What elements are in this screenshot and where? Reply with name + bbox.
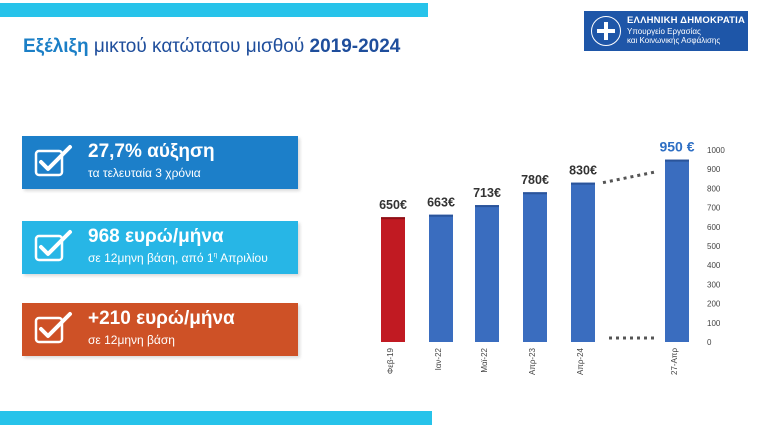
y-tick-label: 900 xyxy=(707,165,721,174)
bar xyxy=(571,182,595,342)
category-label: Απρ-23 xyxy=(528,347,537,375)
card-headline: +210 ευρώ/μήνα xyxy=(88,308,235,329)
checkbox-check-icon xyxy=(34,312,72,344)
checkbox-check-icon xyxy=(34,230,72,262)
logo-line-1: ΕΛΛΗΝΙΚΗ ΔΗΜΟΚΡΑΤΙΑ xyxy=(627,15,746,27)
bar-top-edge xyxy=(665,159,689,162)
gap-connector-top xyxy=(602,170,658,185)
card-subtext: σε 12μηνη βάση xyxy=(88,333,175,347)
logo-line-3: και Κοινωνικής Ασφάλισης xyxy=(627,36,721,46)
stat-card-increase: 27,7% αύξηση τα τελευταία 3 χρόνια xyxy=(22,136,298,189)
title-highlight: Εξέλιξη xyxy=(23,36,89,57)
category-label: Απρ-24 xyxy=(576,347,585,375)
bar xyxy=(475,205,499,342)
category-label: 27-Απρ xyxy=(670,348,679,375)
logo-line-2: Υπουργείο Εργασίας xyxy=(627,27,701,37)
bar xyxy=(665,159,689,342)
data-label: 713€ xyxy=(473,186,501,200)
y-tick-label: 800 xyxy=(707,184,721,193)
y-tick-label: 300 xyxy=(707,280,721,289)
card-subtext-sup: η xyxy=(213,252,218,259)
stat-card-difference: +210 ευρώ/μήνα σε 12μηνη βάση xyxy=(22,303,298,356)
wage-bar-chart: 0 100 200 300 400 500 600 700 800 900 1000 650€ Φεβ-… xyxy=(379,139,725,375)
stat-card-monthly: 968 ευρώ/μήνα σε 12μηνη βάση, από 1η Απρ… xyxy=(22,221,298,274)
data-label: 830€ xyxy=(569,164,597,178)
title-years: 2019-2024 xyxy=(309,36,401,57)
data-label: 780€ xyxy=(521,173,549,187)
card-headline: 27,7% αύξηση xyxy=(88,141,215,162)
data-label: 650€ xyxy=(379,198,407,212)
bar-top-edge xyxy=(523,192,547,195)
y-tick-label: 400 xyxy=(707,261,721,270)
card-headline: 968 ευρώ/μήνα xyxy=(88,226,224,247)
category-label: Μαϊ-22 xyxy=(480,347,489,372)
data-label: 663€ xyxy=(427,196,455,210)
bar xyxy=(429,214,453,342)
title-middle: μικτού κατώτατου μισθού xyxy=(88,36,310,57)
y-tick-label: 200 xyxy=(707,300,721,309)
ministry-logo: ΕΛΛΗΝΙΚΗ ΔΗΜΟΚΡΑΤΙΑ Υπουργείο Εργασίας κ… xyxy=(584,11,748,51)
top-accent-bar xyxy=(0,3,428,17)
bar-top-edge xyxy=(571,182,595,185)
page-title: Εξέλιξη μικτού κατώτατου μισθού 2019-202… xyxy=(23,36,400,58)
bar-top-edge xyxy=(381,217,405,220)
card-subtext-after: Απριλίου xyxy=(217,251,268,265)
y-tick-label: 100 xyxy=(707,319,721,328)
bar xyxy=(381,217,405,342)
bottom-accent-bar xyxy=(0,411,432,425)
bar-top-edge xyxy=(429,214,453,217)
y-tick-label: 1000 xyxy=(707,146,725,155)
greek-flag-icon xyxy=(591,16,621,46)
checkbox-check-icon xyxy=(34,145,72,177)
category-label: Φεβ-19 xyxy=(386,347,395,374)
category-label: Ιαν-22 xyxy=(434,347,443,370)
y-tick-label: 0 xyxy=(707,338,712,347)
card-subtext: σε 12μηνη βάση, από 1η Απριλίου xyxy=(88,251,268,265)
card-subtext-before: σε 12μηνη βάση, από 1 xyxy=(88,251,214,265)
y-tick-label: 700 xyxy=(707,204,721,213)
bar xyxy=(523,192,547,342)
card-subtext: τα τελευταία 3 χρόνια xyxy=(88,166,201,180)
y-tick-label: 500 xyxy=(707,242,721,251)
data-label: 950 € xyxy=(659,139,694,155)
bar-top-edge xyxy=(475,205,499,208)
y-tick-label: 600 xyxy=(707,223,721,232)
